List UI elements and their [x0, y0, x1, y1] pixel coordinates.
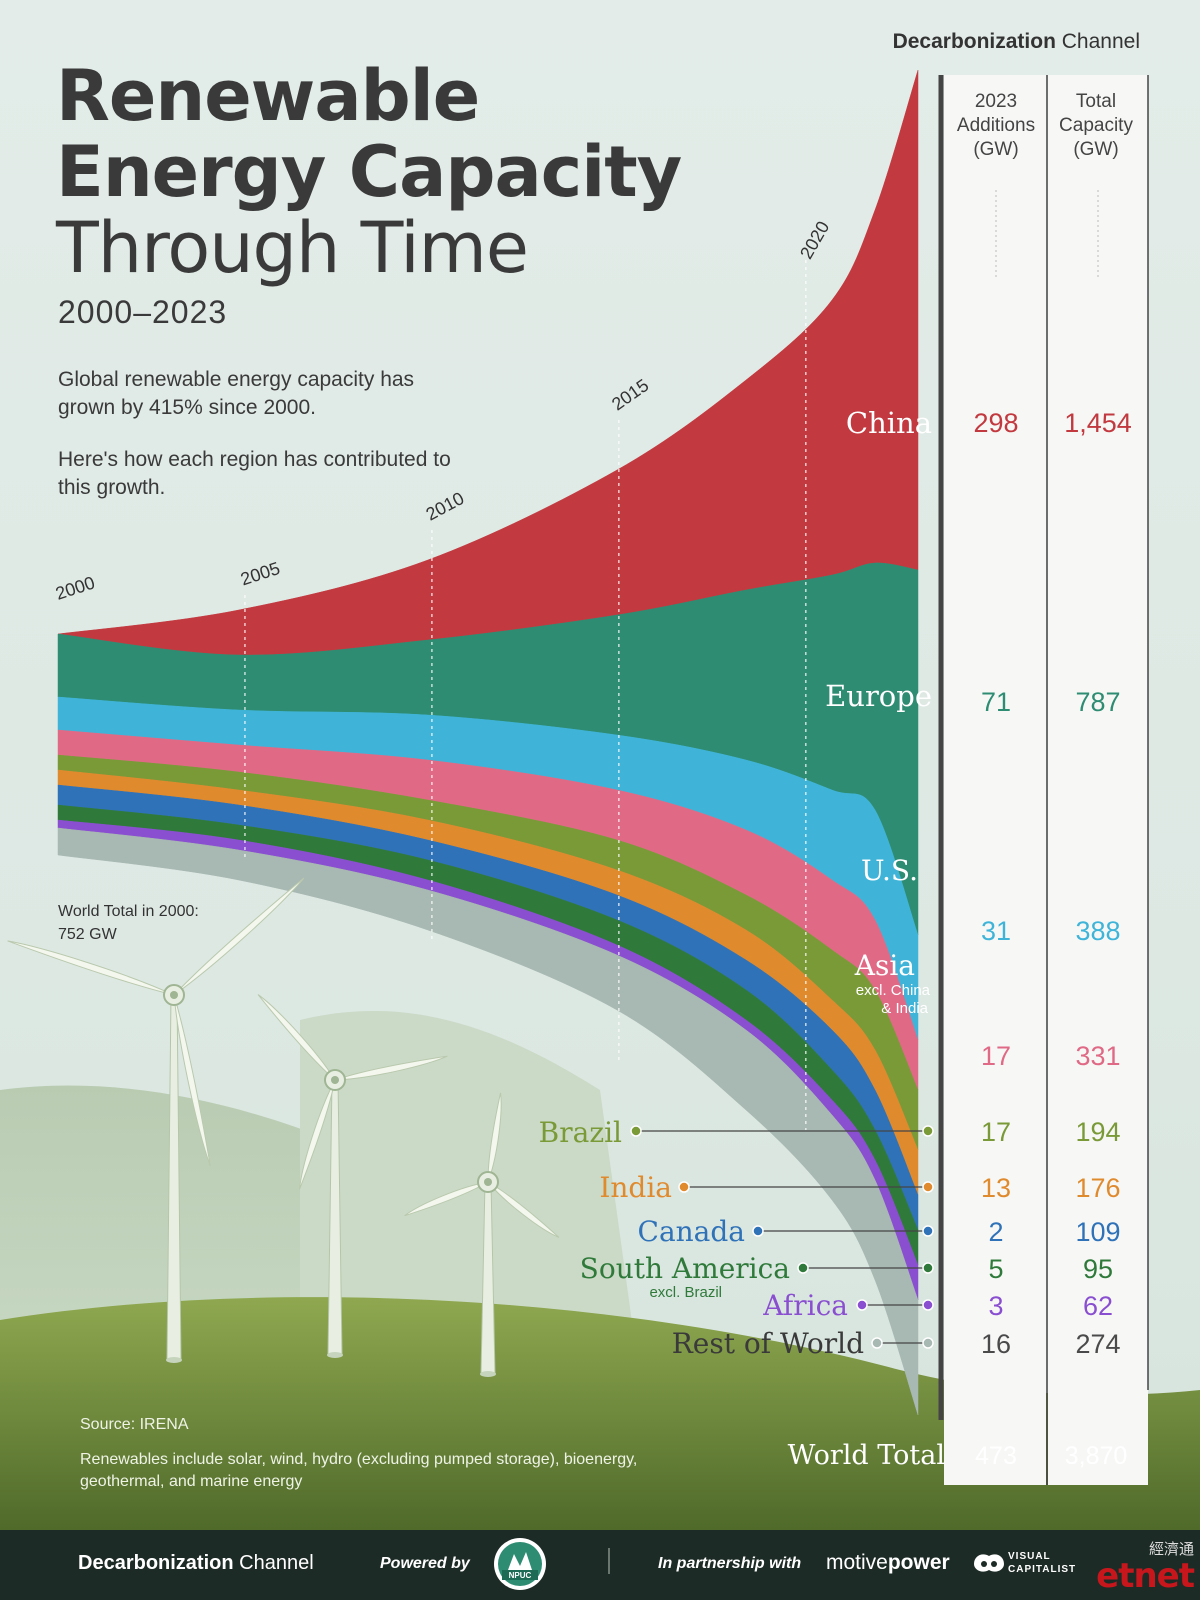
additions-value-china: 298 — [973, 408, 1018, 438]
title-line-3: Through Time — [56, 207, 529, 289]
world-total-additions: 473 — [975, 1442, 1017, 1470]
front-hill — [0, 1297, 1200, 1530]
additions-value-rest-of-world: 16 — [981, 1329, 1011, 1359]
tick-label-2020: 2020 — [796, 218, 833, 263]
region-label-africa: Africa — [762, 1289, 848, 1322]
motivepower-logo: motivepower — [826, 1551, 950, 1574]
label-dot-canada — [752, 1225, 764, 1237]
end-dot-brazil — [922, 1125, 934, 1137]
additions-value-india: 13 — [981, 1173, 1011, 1203]
world-total-capacity: 3,870 — [1064, 1442, 1128, 1470]
capacity-column-bg — [1048, 75, 1148, 1485]
end-dot-india — [922, 1181, 934, 1193]
title-line-1: Renewable — [56, 55, 480, 137]
source-note: Source: IRENA — [80, 1416, 189, 1433]
label-dot-africa — [856, 1299, 868, 1311]
footer-brand: Decarbonization Channel — [78, 1552, 314, 1574]
total-value-china: 1,454 — [1064, 408, 1132, 438]
additions-value-africa: 3 — [988, 1291, 1003, 1321]
background-hills — [0, 1010, 1200, 1530]
npuc-text: NPUC — [509, 1571, 532, 1580]
region-sublabel-asia: excl. China — [856, 982, 931, 999]
end-dot-canada — [922, 1225, 934, 1237]
visual-capitalist-logo: VISUAL CAPITALIST — [1008, 1551, 1077, 1575]
additions-value-canada: 2 — [988, 1217, 1003, 1247]
end-dot-south-america — [922, 1262, 934, 1274]
end-dot-rest-of-world — [922, 1337, 934, 1349]
npuc-logo: NPUC — [494, 1538, 546, 1590]
footer-separator — [608, 1548, 610, 1574]
page-title: Renewable Energy Capacity Through Time — [56, 55, 682, 289]
total-value-india: 176 — [1075, 1173, 1120, 1203]
brand-logo-top: Decarbonization Channel — [892, 30, 1140, 53]
region-label-south-america: South America — [580, 1252, 790, 1285]
total-value-canada: 109 — [1075, 1217, 1120, 1247]
region-sublabel-south-america: excl. Brazil — [649, 1284, 722, 1301]
table-columns — [938, 75, 1149, 1485]
total-value-europe: 787 — [1075, 687, 1120, 717]
far-hill-mid — [300, 1010, 640, 1380]
wind-turbine-large — [7, 877, 305, 1363]
total-value-brazil: 194 — [1075, 1117, 1120, 1147]
total-value-u-s-: 388 — [1075, 916, 1120, 946]
tick-label-2005: 2005 — [238, 558, 282, 589]
region-label-canada: Canada — [638, 1215, 745, 1248]
description-regions: Here's how each region has contributed t… — [58, 448, 451, 499]
label-dot-south-america — [797, 1262, 809, 1274]
region-label-brazil: Brazil — [539, 1116, 622, 1149]
region-label-europe: Europe — [825, 679, 932, 713]
column-header-total: Total Capacity (GW) — [1059, 91, 1133, 160]
end-dot-africa — [922, 1299, 934, 1311]
additions-column-bg — [944, 75, 1046, 1485]
definition-note: Renewables include solar, wind, hydro (e… — [80, 1451, 638, 1490]
additions-value-europe: 71 — [981, 687, 1011, 717]
description-growth: Global renewable energy capacity has gro… — [58, 368, 415, 419]
total-value-africa: 62 — [1083, 1291, 1113, 1321]
region-label-india: India — [599, 1171, 672, 1204]
title-line-2: Energy Capacity — [56, 131, 682, 213]
tick-label-2000: 2000 — [53, 572, 97, 603]
label-dot-india — [678, 1181, 690, 1193]
date-range: 2000–2023 — [58, 294, 228, 330]
total-value-rest-of-world: 274 — [1075, 1329, 1120, 1359]
tick-label-2015: 2015 — [608, 375, 652, 414]
region-label-asia: Asia — [854, 949, 915, 982]
footer-bar: Decarbonization Channel Powered by NPUC … — [0, 1530, 1200, 1600]
region-label-rest-of-world: Rest of World — [672, 1327, 864, 1360]
wind-turbine-medium — [257, 994, 448, 1358]
world-total-2000-note: World Total in 2000: 752 GW — [58, 903, 199, 943]
label-dot-rest-of-world — [871, 1337, 883, 1349]
area-rest-of-world — [57, 827, 919, 1416]
total-value-south-america: 95 — [1083, 1254, 1113, 1284]
column-header-additions: 2023 Additions (GW) — [956, 91, 1036, 160]
additions-value-u-s-: 31 — [981, 916, 1011, 946]
stacked-areas — [57, 69, 919, 1416]
etnet-logo: 經濟通 etnet — [1096, 1540, 1195, 1596]
additions-value-south-america: 5 — [988, 1254, 1003, 1284]
region-label-china: China — [846, 406, 932, 440]
wind-turbine-small — [404, 1092, 560, 1377]
world-total-label: World Total — [787, 1440, 945, 1471]
powered-by-text: Powered by — [380, 1555, 470, 1572]
additions-value-asia: 17 — [981, 1041, 1011, 1071]
partnership-text: In partnership with — [658, 1555, 802, 1572]
label-dot-brazil — [630, 1125, 642, 1137]
additions-value-brazil: 17 — [981, 1117, 1011, 1147]
total-value-asia: 331 — [1075, 1041, 1120, 1071]
region-sublabel-asia: & India — [881, 1000, 928, 1017]
region-label-u-s-: U.S. — [861, 854, 918, 887]
visual-capitalist-icon — [974, 1554, 1004, 1572]
wind-turbines — [7, 877, 560, 1377]
